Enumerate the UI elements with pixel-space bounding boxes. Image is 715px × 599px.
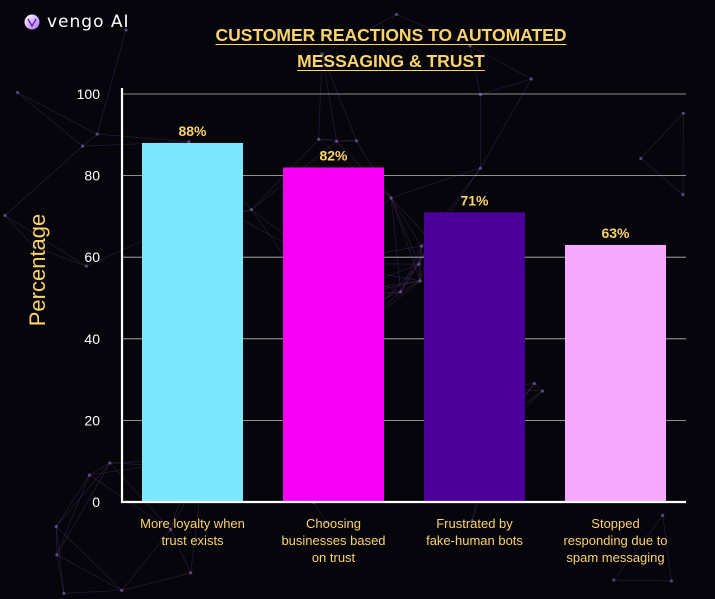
vengo-logo-icon bbox=[24, 14, 40, 30]
y-tick-label: 60 bbox=[84, 249, 100, 265]
y-tick-label: 20 bbox=[84, 412, 100, 428]
brand-name: vengo AI bbox=[47, 12, 130, 32]
bar-value-label: 71% bbox=[460, 192, 489, 208]
bar bbox=[424, 212, 525, 502]
bar-value-label: 88% bbox=[178, 123, 207, 139]
bar-value-label: 63% bbox=[601, 225, 630, 241]
bar-value-label: 82% bbox=[319, 147, 348, 163]
bar bbox=[565, 244, 666, 502]
y-tick-label: 0 bbox=[92, 494, 100, 510]
bar bbox=[142, 142, 243, 502]
chart-title: CUSTOMER REACTIONS TO AUTOMATED MESSAGIN… bbox=[215, 25, 567, 71]
x-tick-label: Frustrated by fake-human bots bbox=[426, 516, 523, 548]
x-tick-label: Choosing businesses based on trust bbox=[281, 516, 385, 565]
y-tick-label: 40 bbox=[84, 331, 100, 347]
brand: vengo AI bbox=[24, 12, 130, 32]
x-tick-label: More loyalty when trust exists bbox=[140, 516, 245, 548]
y-tick-label: 80 bbox=[84, 168, 100, 184]
y-tick-label: 100 bbox=[77, 86, 101, 102]
x-tick-label: Stopped responding due to spam messaging bbox=[563, 516, 667, 565]
bar bbox=[283, 167, 384, 502]
